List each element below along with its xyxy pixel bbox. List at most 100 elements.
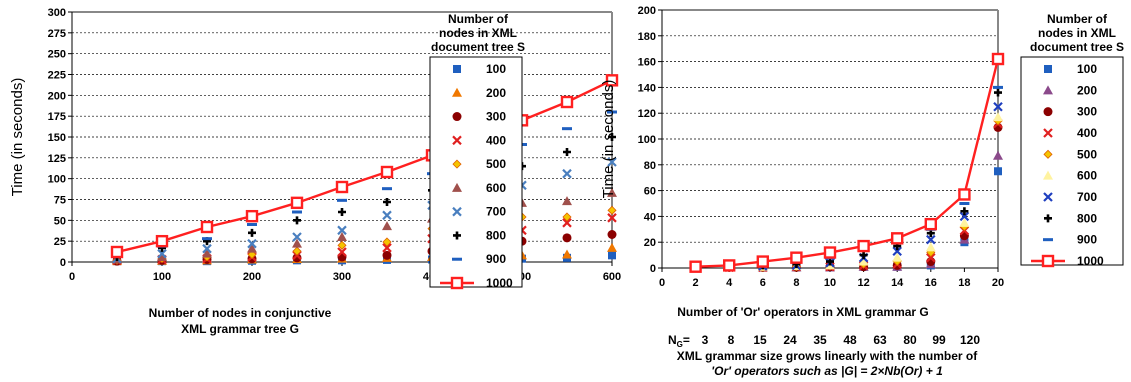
data-point <box>608 251 616 260</box>
data-point <box>382 250 392 260</box>
legend-label: 600 <box>486 181 506 195</box>
data-point <box>157 252 167 261</box>
note-line-1: XML grammar size grows linearly with the… <box>677 349 979 363</box>
legend-marker <box>452 206 462 217</box>
legend-label: 100 <box>486 62 506 76</box>
series-600 <box>690 112 1003 272</box>
legend-marker <box>452 87 462 97</box>
series-1000 <box>110 74 619 259</box>
data-point <box>292 238 302 248</box>
legend-marker <box>1043 85 1053 95</box>
y-tick-label: 100 <box>48 174 66 186</box>
data-point <box>993 85 1003 89</box>
legend-title: Number of <box>448 12 509 26</box>
data-point <box>892 252 903 262</box>
data-point <box>605 74 619 87</box>
ng-value: 99 <box>932 333 946 347</box>
data-point <box>202 248 212 258</box>
legend-box <box>429 56 523 288</box>
data-point <box>993 101 1003 112</box>
ng-value: 120 <box>960 333 980 347</box>
legend-title: document tree S <box>431 40 525 54</box>
legend-marker <box>1043 107 1053 117</box>
series-800 <box>113 133 616 261</box>
legend-label: 200 <box>486 86 506 100</box>
data-point <box>157 248 167 259</box>
ng-value: 80 <box>903 333 917 347</box>
data-point <box>756 255 769 268</box>
legend-label: 800 <box>486 228 506 242</box>
series-400 <box>112 213 617 266</box>
legend-item: 700 <box>1043 190 1097 204</box>
data-point <box>382 210 392 221</box>
data-point <box>563 148 571 156</box>
data-point <box>607 157 617 167</box>
data-point <box>248 228 256 237</box>
data-point <box>337 240 347 250</box>
data-point <box>607 242 617 252</box>
legend-marker <box>453 65 461 73</box>
data-point <box>607 213 617 223</box>
series-200 <box>690 150 1003 272</box>
legend-title: document tree S <box>1030 40 1124 54</box>
data-point <box>292 210 302 214</box>
legend-item: 500 <box>1043 147 1097 161</box>
data-point <box>959 211 970 222</box>
data-point <box>562 168 572 179</box>
legend-item: 800 <box>1044 211 1097 225</box>
ng-value: 15 <box>753 333 767 347</box>
x-axis-label: Number of nodes in conjunctive <box>149 306 332 320</box>
note-line-2: 'Or' operators such as |G| = 2×Nb(Or) + … <box>711 364 943 378</box>
data-point <box>723 259 736 272</box>
legend-marker <box>1044 214 1052 223</box>
legend-item: 400 <box>1043 126 1097 140</box>
data-point <box>292 246 302 256</box>
legend-marker <box>452 257 462 261</box>
data-point <box>562 196 572 206</box>
data-point <box>859 251 868 260</box>
series-1000 <box>689 52 1005 273</box>
data-point <box>293 216 301 225</box>
data-point <box>689 260 702 273</box>
x-tick-label: 600 <box>603 271 621 283</box>
data-point <box>994 167 1002 176</box>
y-tick-label: 125 <box>48 153 66 165</box>
legend-marker <box>452 135 462 146</box>
data-point <box>790 251 803 264</box>
data-point <box>607 205 617 215</box>
legend-item: 200 <box>1043 83 1097 97</box>
data-point <box>202 237 212 241</box>
series-100 <box>113 251 616 266</box>
legend-marker <box>452 182 462 192</box>
legend-label: 600 <box>1077 169 1097 183</box>
legend-item: 300 <box>1043 105 1097 119</box>
data-point <box>925 242 936 252</box>
chart-1: 0 25 50 75 100 125 150 175 200 225 250 275 300 0 100 20… <box>9 7 621 336</box>
legend-label: 300 <box>486 110 506 124</box>
data-point <box>994 88 1002 97</box>
y-tick-label: 225 <box>48 70 66 82</box>
data-point <box>200 220 214 234</box>
legend-marker <box>450 276 464 290</box>
legend-marker <box>1043 238 1053 242</box>
y-tick-label: 20 <box>644 237 656 249</box>
legend-marker <box>1043 170 1053 180</box>
data-point <box>958 188 971 201</box>
data-point <box>959 202 970 205</box>
data-point <box>562 218 572 228</box>
chart-2: 0 20 40 60 80 100 120 140 160 180 200 0 2 4 6 8 10 12 14 16… <box>600 5 1124 319</box>
data-point <box>245 209 259 223</box>
data-point <box>857 239 870 253</box>
data-point <box>247 223 257 226</box>
series-800 <box>691 88 1002 271</box>
grammar-size-annotation: NG= 3 8 15 24 35 48 63 80 99 120 XML grammar size g… <box>668 333 980 378</box>
data-point <box>337 225 347 236</box>
legend-label: 1000 <box>486 276 513 290</box>
data-point <box>991 52 1005 66</box>
y-tick-label: 300 <box>48 7 66 19</box>
legend-marker <box>1043 192 1053 202</box>
x-axis-label: Number of 'Or' operators in XML grammar … <box>677 305 929 319</box>
legend-label: 500 <box>1077 147 1097 161</box>
legend-label: 900 <box>486 252 506 266</box>
